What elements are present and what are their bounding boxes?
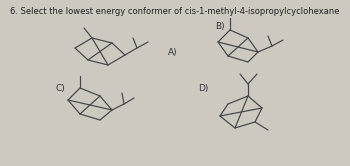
Text: A): A)	[168, 47, 177, 56]
Text: C): C)	[55, 83, 65, 92]
Text: 6. Select the lowest energy conformer of cis-1-methyl-4-isopropylcyclohexane: 6. Select the lowest energy conformer of…	[10, 7, 340, 16]
Text: D): D)	[198, 83, 208, 92]
Text: B): B)	[215, 22, 225, 31]
